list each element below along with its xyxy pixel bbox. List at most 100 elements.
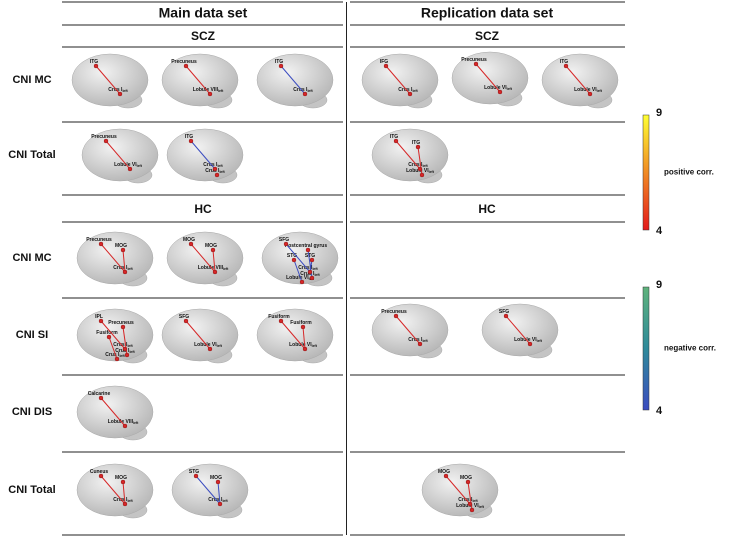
connection <box>280 320 306 350</box>
region-name: Precuneus <box>461 57 487 63</box>
node <box>309 257 315 263</box>
connection <box>302 326 306 350</box>
node <box>393 138 399 144</box>
node <box>305 247 311 253</box>
region-label: Cuneus <box>90 469 109 475</box>
region-name: Lobule VI <box>514 337 537 343</box>
group-title: HC <box>194 202 212 216</box>
region-side: left <box>479 505 485 509</box>
region-label: ITG <box>275 59 283 65</box>
region-name: Lobule VI <box>286 275 309 281</box>
brain <box>71 53 149 107</box>
brain <box>76 231 154 285</box>
brain-panel: MOG MOG Lobule VIIIleft <box>166 231 244 287</box>
brain-panel: ITG Crus Ileft <box>71 53 149 109</box>
region-name: MOG <box>438 469 450 475</box>
region-label: Lobule VIIIleft <box>108 419 139 425</box>
region-label: Crus Ileft <box>300 271 320 277</box>
colorbar-label: positive corr. <box>664 168 714 177</box>
region-label: Precuneus <box>108 320 134 326</box>
connection <box>212 249 216 273</box>
node <box>302 346 308 352</box>
colorbar <box>642 286 650 411</box>
region-label: STG <box>287 253 297 259</box>
node <box>120 324 126 330</box>
region-label: SFG <box>499 309 509 315</box>
region-name: MOG <box>460 475 472 481</box>
region-label: Crus Ileft <box>105 352 125 358</box>
brain <box>171 463 249 517</box>
region-label: MOG <box>205 243 217 249</box>
column-title: Replication data set <box>421 5 554 21</box>
connection <box>100 320 126 350</box>
connection <box>100 243 126 273</box>
connection <box>385 65 411 95</box>
region-side: left <box>218 89 224 93</box>
region-side: left <box>412 89 418 93</box>
region-name: Lobule VIII <box>193 87 219 93</box>
node <box>393 313 399 319</box>
connection <box>475 63 501 93</box>
brain-panel: STG MOG Crus Ileft <box>171 463 249 519</box>
colorbar-min: 4 <box>656 225 663 237</box>
region-label: Crus Ileft <box>458 497 478 503</box>
region-label: STG <box>189 469 199 475</box>
node <box>212 269 218 275</box>
brain-panel: Precuneus Lobule VIIIleft <box>161 53 239 109</box>
row-label: CNI DIS <box>12 406 52 418</box>
node <box>302 91 308 97</box>
node <box>214 172 220 178</box>
node <box>503 313 509 319</box>
brain-panel: ITG Lobule VIleft <box>541 53 619 109</box>
region-name: Crus I <box>203 162 218 168</box>
region-label: ITG <box>390 134 398 140</box>
brain-panel: ITG Crus Ileft <box>256 53 334 109</box>
region-label: Fusiform <box>96 330 118 336</box>
connection <box>565 65 591 95</box>
node <box>283 241 289 247</box>
region-label: ITG <box>560 59 568 65</box>
node <box>473 61 479 67</box>
region-label: SFG <box>179 314 189 320</box>
node <box>103 138 109 144</box>
node <box>122 269 128 275</box>
region-label: Lobule VIIIleft <box>193 87 224 93</box>
node <box>210 247 216 253</box>
node <box>415 144 421 150</box>
region-name: Crus I <box>115 348 130 354</box>
node <box>300 324 306 330</box>
node <box>106 334 112 340</box>
node <box>212 166 218 172</box>
region-side: left <box>222 499 228 503</box>
region-name: Fusiform <box>96 330 118 336</box>
region-name: Cuneus <box>90 469 109 475</box>
region-label: Crus Ileft <box>203 162 223 168</box>
region-name: MOG <box>205 243 217 249</box>
region-name: SFG <box>499 309 509 315</box>
region-label: Crus Ileft <box>408 337 428 343</box>
group-title: HC <box>478 202 496 216</box>
node <box>383 63 389 69</box>
region-side: left <box>217 164 223 168</box>
region-name: MOG <box>115 243 127 249</box>
region-side: left <box>597 89 603 93</box>
region-side: left <box>429 170 435 174</box>
node <box>124 352 130 358</box>
brain <box>76 463 154 517</box>
region-label: Lobule VIleft <box>194 342 223 348</box>
node <box>419 172 425 178</box>
connection <box>190 243 216 273</box>
region-label: Lobule VIleft <box>289 342 318 348</box>
brain-panel: Calcarine Lobule VIIIleft <box>76 385 154 441</box>
region-name: STG <box>305 253 315 259</box>
connection <box>280 65 306 95</box>
region-name: Lobule VI <box>289 342 312 348</box>
region-name: Crus I <box>113 342 128 348</box>
region-side: left <box>127 499 133 503</box>
brain <box>81 128 159 182</box>
region-label: Lobule VIleft <box>514 337 543 343</box>
brain <box>161 53 239 107</box>
